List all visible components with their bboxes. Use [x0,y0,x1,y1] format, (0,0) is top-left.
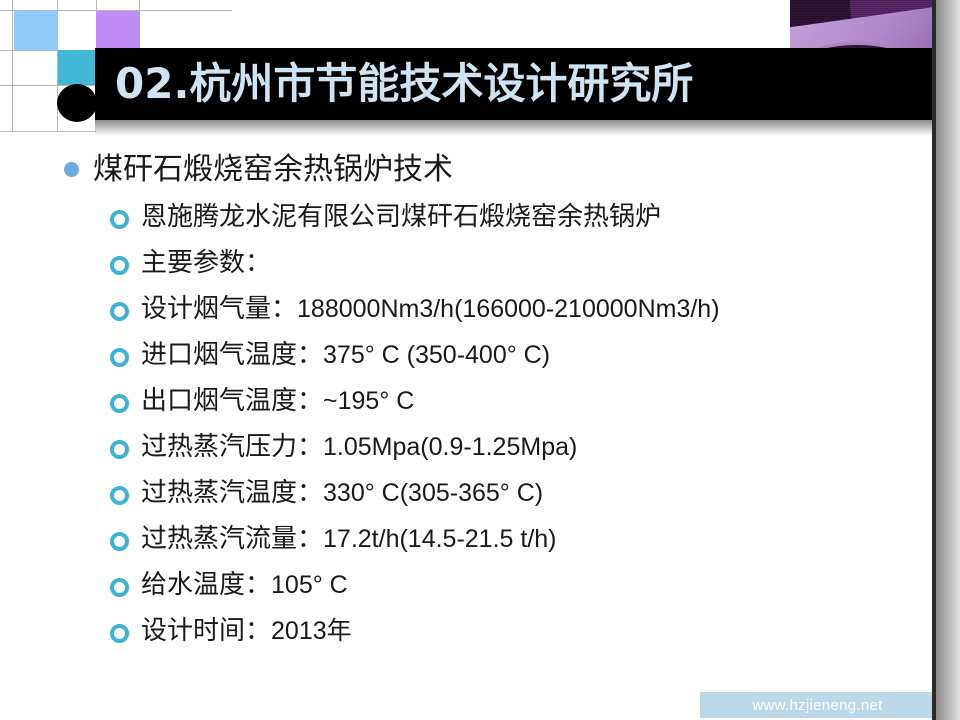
list-item: 出口烟气温度：~195° C [0,380,935,426]
parameter-value: 2013年 [271,617,352,645]
list-item: 给水温度：105° C [0,564,935,610]
list-item-label: 出口烟气温度：~195° C [141,380,414,422]
grid-line-horizontal [0,50,96,51]
bullet-ring-icon [110,578,129,597]
list-item-label: 设计烟气量：188000Nm3/h(166000-210000Nm3/h) [141,288,720,330]
purple-square [96,11,140,51]
list-item-label: 恩施腾龙水泥有限公司煤矸石煅烧窑余热锅炉 [141,202,662,232]
list-item: 过热蒸汽流量：17.2t/h(14.5-21.5 t/h) [0,518,935,564]
parameter-name: 过热蒸汽温度： [141,478,324,508]
list-item-label: 过热蒸汽温度：330° C(305-365° C) [141,472,543,514]
list-item-label: 煤矸石煅烧窑余热锅炉技术 [93,152,453,187]
parameter-name: 过热蒸汽流量： [141,524,324,554]
parameter-name: 出口烟气温度： [141,386,324,416]
list-item: 煤矸石煅烧窑余热锅炉技术 [0,148,935,196]
bullet-ring-icon [110,532,129,551]
list-item: 设计烟气量：188000Nm3/h(166000-210000Nm3/h) [0,288,935,334]
slide-frame-border [932,0,936,720]
grid-line-horizontal [0,131,96,132]
list-item: 过热蒸汽压力：1.05Mpa(0.9-1.25Mpa) [0,426,935,472]
list-item: 恩施腾龙水泥有限公司煤矸石煅烧窑余热锅炉 [0,196,935,242]
list-item: 过热蒸汽温度：330° C(305-365° C) [0,472,935,518]
page-title: 02.杭州市节能技术设计研究所 [115,59,694,108]
teal-square [58,50,96,85]
parameter-name: 给水温度： [141,570,272,600]
parameter-value: 105° C [271,571,348,599]
parameter-name: 过热蒸汽压力： [141,432,324,462]
bullet-ring-icon [110,210,129,229]
parameter-value: 1.05Mpa(0.9-1.25Mpa) [323,433,578,461]
bullet-ring-icon [110,302,129,321]
parameter-value: 17.2t/h(14.5-21.5 t/h) [323,525,557,553]
light-blue-square [14,10,58,50]
bullet-ring-icon [110,440,129,459]
list-item: 进口烟气温度：375° C (350-400° C) [0,334,935,380]
list-item: 设计时间：2013年 [0,610,935,656]
bullet-ring-icon [110,256,129,275]
slide-frame-shadow [936,0,960,720]
parameter-value: ~195° C [323,387,415,415]
title-bar-shadow [95,120,935,136]
list-item-label: 主要参数： [141,248,272,278]
parameter-value: 375° C (350-400° C) [323,341,551,369]
parameter-value: 188000Nm3/h(166000-210000Nm3/h) [297,295,720,323]
list-item-label: 给水温度：105° C [141,564,348,606]
list-item-label: 过热蒸汽压力：1.05Mpa(0.9-1.25Mpa) [141,426,577,468]
bullet-filled-icon [64,162,79,177]
black-ellipse [57,84,97,122]
title-bar: 02.杭州市节能技术设计研究所 [95,48,935,120]
bullet-ring-icon [110,394,129,413]
bullet-ring-icon [110,486,129,505]
list-item-label: 设计时间：2013年 [141,610,352,652]
grid-line-vertical [57,0,58,132]
footer-url-text: www.hzjieneng.net [752,696,883,714]
bullet-ring-icon [110,348,129,367]
grid-line-horizontal [0,10,232,11]
parameter-value: 330° C(305-365° C) [323,479,544,507]
footer-url-bar[interactable]: www.hzjieneng.net [700,692,935,718]
list-item-label: 进口烟气温度：375° C (350-400° C) [141,334,550,376]
parameter-name: 设计烟气量： [141,294,298,324]
list-item: 主要参数： [0,242,935,288]
bullet-ring-icon [110,624,129,643]
bullet-list: 煤矸石煅烧窑余热锅炉技术恩施腾龙水泥有限公司煤矸石煅烧窑余热锅炉 主要参数： 设计烟… [0,148,935,656]
parameter-name: 设计时间： [141,616,272,646]
grid-line-vertical [12,0,13,132]
list-item-label: 过热蒸汽流量：17.2t/h(14.5-21.5 t/h) [141,518,557,560]
parameter-name: 进口烟气温度： [141,340,324,370]
